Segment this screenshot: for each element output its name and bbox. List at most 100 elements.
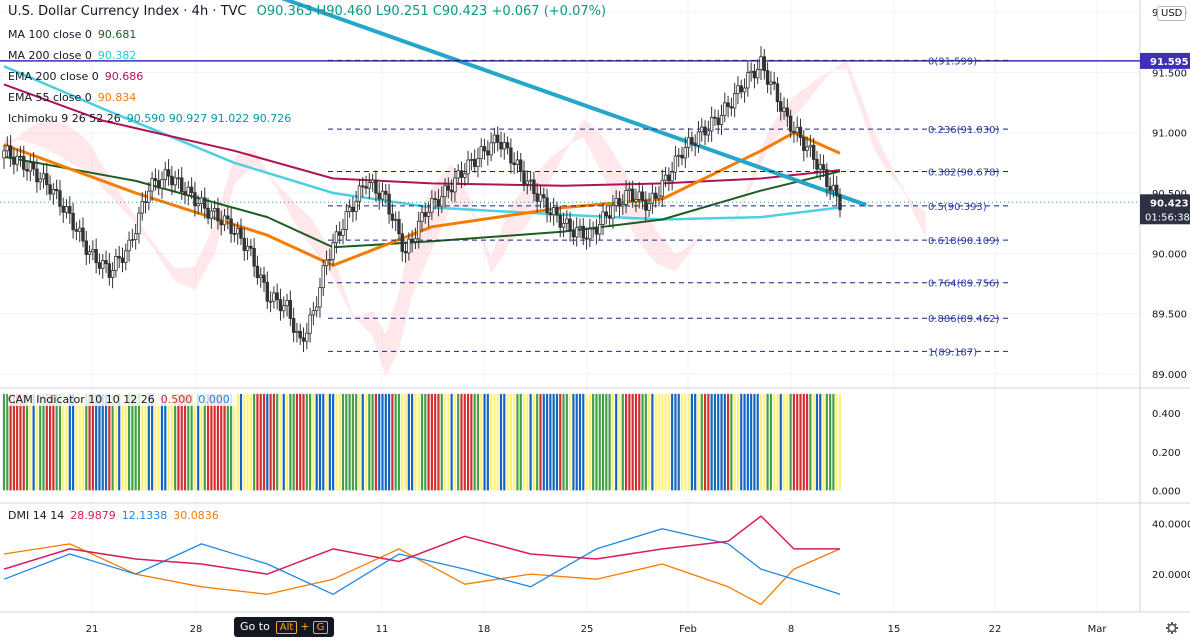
candle-body	[58, 190, 62, 207]
time-tick: Mar	[1088, 624, 1108, 635]
candle-body	[68, 206, 72, 214]
legend-ema55[interactable]: EMA 55 close 0 90.834	[8, 91, 137, 104]
candle-body	[291, 317, 296, 333]
candle-body	[453, 177, 457, 193]
fib-level-label: 0.5(90.393)	[928, 202, 987, 213]
candle-body	[591, 227, 595, 230]
gear-icon[interactable]	[1166, 622, 1178, 634]
ohlc-readout: O90.363 H90.460 L90.251 C90.423 +0.067 (…	[256, 4, 607, 19]
candle-body	[519, 159, 523, 172]
candle-body	[528, 179, 533, 182]
candle-body	[548, 212, 553, 216]
candle-body	[120, 257, 125, 263]
candle-body	[601, 211, 605, 225]
ema200-line	[3, 83, 841, 187]
price-tick: 91.000	[1152, 129, 1187, 140]
candle-body	[28, 162, 33, 172]
candle-body	[670, 171, 674, 182]
candle-body	[110, 270, 115, 278]
candle-body	[35, 168, 39, 183]
candle-body	[736, 85, 740, 95]
candle-body	[456, 170, 460, 179]
legend-ma100[interactable]: MA 100 close 0 90.681	[8, 28, 137, 41]
candle-body	[124, 250, 128, 263]
candle-body	[199, 197, 204, 205]
time-tick: 8	[788, 624, 794, 635]
candle-body	[87, 251, 92, 255]
candle-body	[621, 204, 625, 207]
candle-body	[690, 137, 694, 145]
candle-body	[295, 330, 299, 333]
candle-body	[133, 233, 138, 240]
candle-body	[598, 224, 602, 235]
chart-title-row: U.S. Dollar Currency Index · 4h · TVC O9…	[8, 4, 612, 19]
symbol-title[interactable]: U.S. Dollar Currency Index · 4h · TVC	[8, 4, 247, 19]
candle-body	[107, 263, 112, 278]
price-tick: 91.500	[1152, 68, 1187, 79]
candle-body	[308, 314, 312, 334]
ema55-line	[3, 131, 841, 267]
candle-body	[561, 222, 566, 228]
candle-body	[588, 228, 592, 240]
candle-body	[54, 188, 59, 192]
candle-body	[203, 197, 207, 209]
candle-body	[97, 262, 102, 269]
goto-date-button[interactable]: Go to Alt + G	[234, 617, 335, 637]
candle-body	[377, 192, 381, 200]
candle-body	[700, 126, 704, 133]
candle-body	[463, 173, 467, 178]
candle-body	[489, 142, 493, 156]
candle-body	[232, 233, 237, 235]
legend-cam[interactable]: CAM Indicator 10 10 12 26 0.500 0.000	[8, 393, 236, 406]
candle-body	[5, 145, 9, 152]
legend-ma200[interactable]: MA 200 close 0 90.382	[8, 49, 137, 62]
candle-body	[831, 184, 836, 191]
candle-body	[242, 237, 246, 251]
price-tick: 90.000	[1152, 249, 1187, 260]
candle-body	[558, 214, 562, 228]
candle-body	[361, 185, 365, 188]
candle-body	[235, 227, 240, 235]
candle-body	[647, 203, 651, 211]
legend-ema200[interactable]: EMA 200 close 0 90.686	[8, 70, 144, 83]
candle-body	[515, 159, 520, 166]
candle-body	[502, 142, 506, 150]
legend-ichimoku[interactable]: Ichimoku 9 26 52 26 90.590 90.927 91.022 …	[8, 112, 292, 125]
candle-body	[732, 93, 737, 109]
candle-body	[476, 158, 480, 167]
candle-body	[226, 215, 230, 220]
candle-body	[196, 203, 200, 207]
candle-body	[479, 146, 483, 159]
candle-body	[380, 190, 385, 200]
candle-body	[156, 180, 161, 189]
candle-body	[634, 198, 638, 202]
candle-body	[607, 215, 612, 219]
candle-body	[746, 72, 750, 89]
candle-body	[45, 173, 49, 186]
candle-body	[505, 142, 510, 149]
candle-body	[726, 102, 730, 108]
currency-button[interactable]: USD	[1157, 6, 1187, 21]
candle-body	[393, 218, 398, 221]
candle-body	[147, 190, 151, 203]
hline-price-label-bg	[1140, 52, 1190, 69]
candle-body	[51, 188, 56, 195]
candle-body	[644, 200, 648, 211]
candle-body	[756, 68, 760, 79]
candle-body	[318, 287, 322, 308]
candle-body	[571, 230, 576, 238]
candle-body	[660, 179, 664, 197]
candle-body	[821, 164, 826, 171]
candle-body	[265, 281, 270, 302]
candle-body	[535, 193, 539, 202]
candle-body	[268, 300, 273, 303]
last-price-label: 90.423	[1150, 198, 1189, 209]
candle-body	[683, 147, 688, 159]
candle-body	[38, 178, 42, 183]
candle-body	[41, 173, 46, 180]
candle-body	[259, 274, 263, 279]
candle-body	[229, 218, 233, 234]
candle-body	[249, 245, 253, 249]
legend-dmi[interactable]: DMI 14 14 28.9879 12.1338 30.0836	[8, 509, 219, 522]
